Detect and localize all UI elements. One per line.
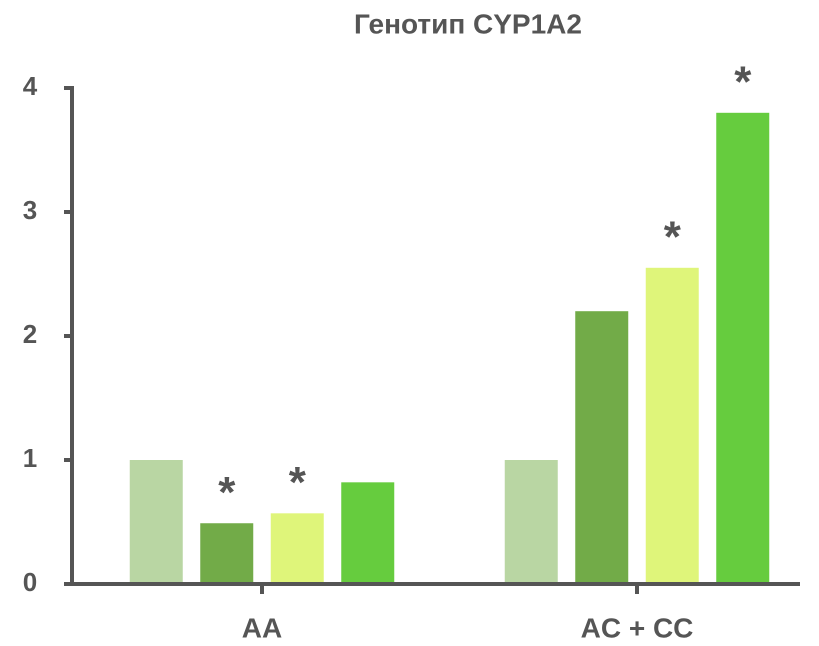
bar xyxy=(129,460,183,584)
bar xyxy=(716,112,770,585)
y-tick-label: 1 xyxy=(23,443,37,473)
bar xyxy=(341,482,395,584)
y-tick-label: 3 xyxy=(23,195,37,225)
significance-marker: * xyxy=(289,458,307,507)
y-tick-label: 0 xyxy=(23,567,37,597)
bar xyxy=(645,267,699,584)
y-tick-label: 2 xyxy=(23,319,37,349)
y-tick-label: 4 xyxy=(23,71,38,101)
bar xyxy=(504,460,558,584)
significance-marker: * xyxy=(664,212,682,261)
significance-marker: * xyxy=(734,57,752,106)
significance-marker: * xyxy=(218,468,236,517)
bar xyxy=(200,523,254,584)
chart-title: Генотип CYP1A2 xyxy=(354,8,582,39)
bar xyxy=(575,311,629,584)
x-tick-label: AC + CC xyxy=(581,612,694,643)
bar xyxy=(270,513,324,584)
x-tick-label: AA xyxy=(242,612,282,643)
